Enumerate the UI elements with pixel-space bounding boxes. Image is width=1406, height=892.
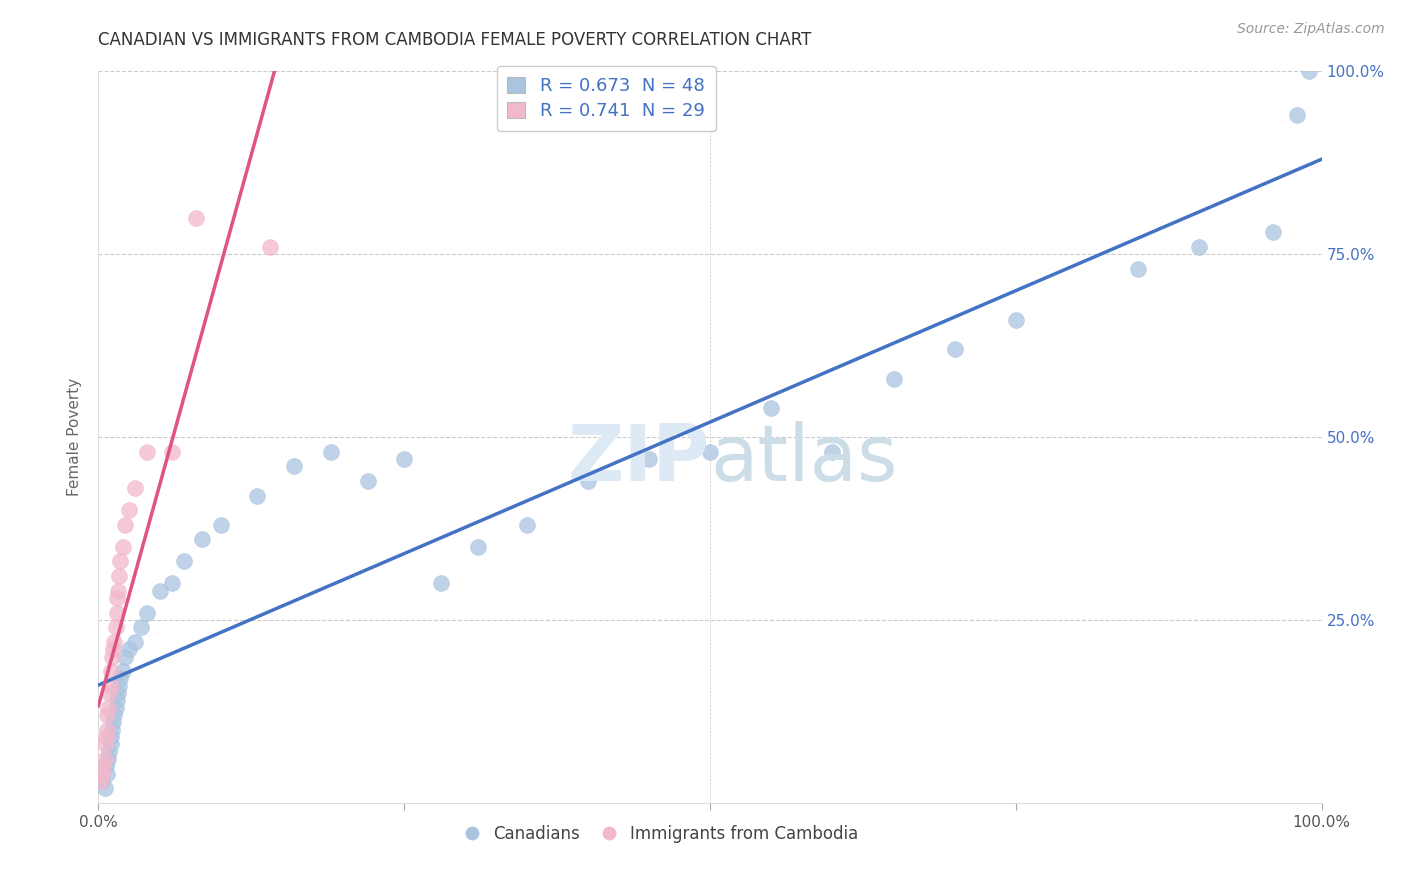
Text: atlas: atlas bbox=[710, 421, 897, 497]
Point bbox=[96, 723, 118, 737]
Point bbox=[90, 773, 112, 788]
Point bbox=[160, 576, 183, 591]
Point bbox=[356, 474, 378, 488]
Point bbox=[576, 474, 599, 488]
Point bbox=[515, 517, 537, 532]
Y-axis label: Female Poverty: Female Poverty bbox=[67, 378, 83, 496]
Point bbox=[149, 583, 172, 598]
Point bbox=[1128, 261, 1150, 276]
Point bbox=[105, 591, 128, 605]
Point bbox=[467, 540, 489, 554]
Point bbox=[191, 533, 214, 547]
Point bbox=[1261, 225, 1284, 239]
Point bbox=[105, 693, 128, 707]
Point bbox=[104, 700, 127, 714]
Point bbox=[94, 730, 117, 744]
Point bbox=[821, 444, 844, 458]
Point bbox=[124, 481, 146, 495]
Point bbox=[97, 752, 120, 766]
Point bbox=[110, 672, 132, 686]
Point bbox=[94, 759, 117, 773]
Text: ZIP: ZIP bbox=[568, 421, 710, 497]
Point bbox=[96, 708, 118, 723]
Point bbox=[1188, 240, 1211, 254]
Point bbox=[100, 679, 122, 693]
Point bbox=[1286, 108, 1309, 122]
Point bbox=[91, 773, 114, 788]
Point bbox=[186, 211, 208, 225]
Point bbox=[100, 664, 122, 678]
Point bbox=[93, 781, 115, 796]
Text: CANADIAN VS IMMIGRANTS FROM CAMBODIA FEMALE POVERTY CORRELATION CHART: CANADIAN VS IMMIGRANTS FROM CAMBODIA FEM… bbox=[98, 31, 811, 49]
Point bbox=[93, 752, 115, 766]
Point bbox=[173, 554, 195, 568]
Point bbox=[104, 620, 127, 634]
Point bbox=[98, 745, 121, 759]
Point bbox=[103, 635, 125, 649]
Point bbox=[637, 452, 661, 467]
Legend: Canadians, Immigrants from Cambodia: Canadians, Immigrants from Cambodia bbox=[457, 818, 865, 849]
Point bbox=[129, 620, 152, 634]
Point bbox=[136, 606, 159, 620]
Point bbox=[136, 444, 159, 458]
Point bbox=[124, 635, 146, 649]
Point bbox=[96, 766, 118, 780]
Point bbox=[761, 401, 783, 415]
Point bbox=[118, 503, 141, 517]
Point bbox=[103, 708, 125, 723]
Point bbox=[1298, 64, 1320, 78]
Point bbox=[107, 686, 129, 700]
Point bbox=[108, 679, 131, 693]
Point bbox=[114, 517, 136, 532]
Point bbox=[160, 444, 183, 458]
Point bbox=[943, 343, 966, 357]
Point bbox=[98, 686, 121, 700]
Point bbox=[107, 583, 129, 598]
Point bbox=[259, 240, 281, 254]
Point bbox=[101, 715, 124, 730]
Point bbox=[209, 517, 232, 532]
Point bbox=[1004, 313, 1026, 327]
Point bbox=[111, 664, 134, 678]
Point bbox=[283, 459, 305, 474]
Point bbox=[430, 576, 453, 591]
Point bbox=[91, 766, 114, 780]
Point bbox=[100, 730, 122, 744]
Point bbox=[97, 700, 120, 714]
Point bbox=[110, 554, 132, 568]
Point bbox=[93, 737, 115, 751]
Point bbox=[699, 444, 721, 458]
Point bbox=[118, 642, 141, 657]
Point bbox=[101, 723, 124, 737]
Point bbox=[883, 371, 905, 385]
Point bbox=[111, 540, 134, 554]
Point bbox=[319, 444, 342, 458]
Point bbox=[246, 489, 269, 503]
Point bbox=[91, 759, 114, 773]
Point bbox=[101, 642, 124, 657]
Point bbox=[100, 737, 122, 751]
Point bbox=[108, 569, 131, 583]
Text: Source: ZipAtlas.com: Source: ZipAtlas.com bbox=[1237, 22, 1385, 37]
Point bbox=[101, 649, 124, 664]
Point bbox=[114, 649, 136, 664]
Point bbox=[392, 452, 416, 467]
Point bbox=[105, 606, 128, 620]
